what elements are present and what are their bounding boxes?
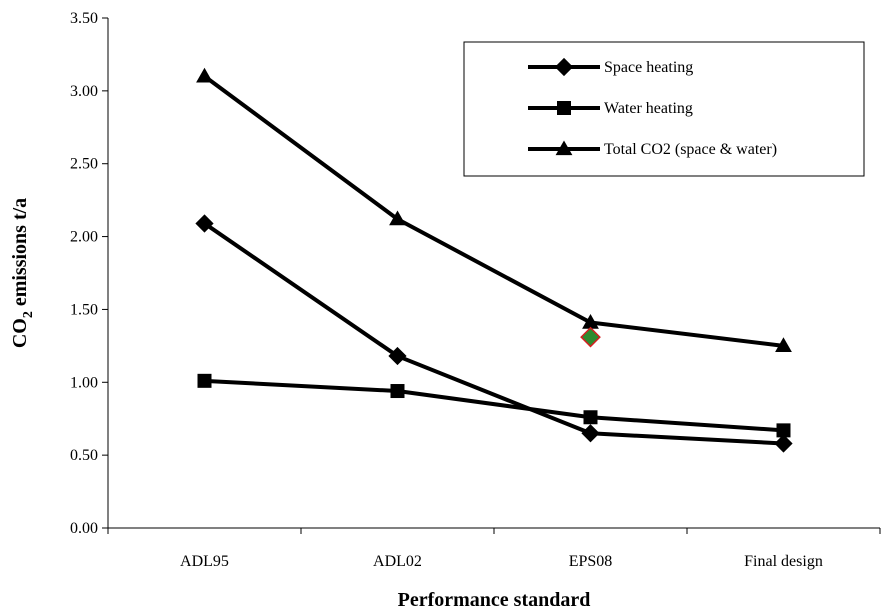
- y-axis-title-rest: emissions t/a: [9, 198, 31, 311]
- data-point: [196, 67, 213, 83]
- highlight-point: [580, 326, 601, 348]
- legend-item: Space heating: [528, 57, 693, 77]
- legend-items: Space heating Water heating Total CO2 (spa…: [528, 57, 777, 158]
- y-ticks: 0.00 0.50 1.00 1.50 2.00 2.50 3.00 3.50: [70, 10, 108, 537]
- y-tick-label: 3.00: [70, 83, 98, 100]
- series-square: [197, 373, 791, 438]
- x-tick-label: EPS08: [569, 553, 613, 570]
- legend-marker: [554, 57, 574, 77]
- legend-label: Space heating: [604, 59, 693, 76]
- y-tick-label: 2.50: [70, 156, 98, 173]
- y-axis-title-main: CO: [9, 318, 31, 348]
- y-tick-label: 1.50: [70, 301, 98, 318]
- x-ticks: ADL95 ADL02 EPS08 Final design: [107, 528, 881, 570]
- legend-marker: [555, 140, 573, 156]
- y-tick-label: 1.00: [70, 374, 98, 391]
- series-layer: [195, 67, 793, 453]
- series-triangle: [196, 67, 792, 353]
- legend-label: Water heating: [604, 100, 693, 117]
- data-point: [774, 434, 793, 453]
- y-tick-label: 3.50: [70, 10, 98, 27]
- series-line: [203, 74, 784, 348]
- data-point: [776, 423, 791, 438]
- legend-label: Total CO2 (space & water): [604, 141, 777, 158]
- y-tick-label: 0.00: [70, 520, 98, 537]
- data-point: [388, 346, 407, 366]
- x-tick-label: ADL95: [180, 553, 229, 570]
- data-point: [197, 373, 212, 388]
- legend-marker: [557, 101, 571, 115]
- x-tick-label: Final design: [744, 553, 823, 570]
- legend: Space heating Water heating Total CO2 (spa…: [463, 41, 865, 177]
- plot-area: 0.000.501.001.502.002.503.003.50 ADL95 AD…: [70, 10, 881, 570]
- legend-item: Total CO2 (space & water): [528, 140, 777, 158]
- y-tick-label: 0.50: [70, 447, 98, 464]
- series-line: [203, 221, 784, 446]
- x-tick-label: ADL02: [373, 553, 422, 570]
- y-axis-title-subscript: 2: [21, 311, 36, 318]
- y-axis-title: CO2 emissions t/a: [9, 198, 36, 348]
- data-point: [775, 337, 792, 353]
- data-point: [195, 214, 214, 233]
- y-tick-label: 2.00: [70, 229, 98, 246]
- legend-item: Water heating: [528, 100, 693, 117]
- data-point: [581, 424, 600, 443]
- x-axis-title: Performance standard: [398, 589, 591, 611]
- data-point: [583, 410, 598, 425]
- data-point: [390, 384, 405, 399]
- series-diamond: [195, 214, 793, 453]
- data-point: [389, 210, 406, 226]
- series-line: [204, 378, 784, 433]
